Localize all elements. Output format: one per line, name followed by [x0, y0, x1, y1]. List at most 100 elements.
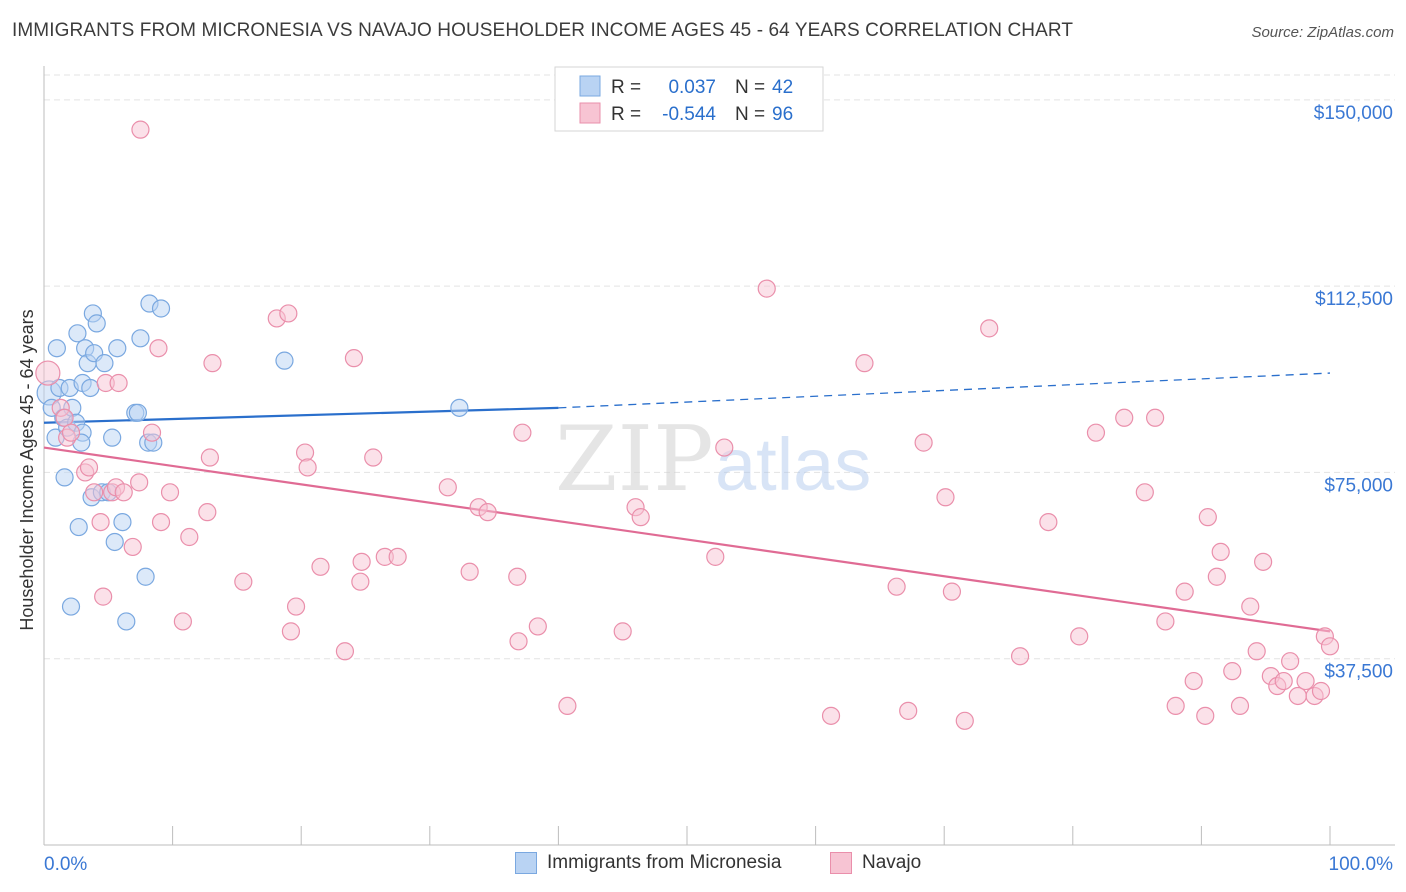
navajo-point [1288, 686, 1307, 706]
watermark-zip: ZIP [555, 407, 714, 512]
navajo-point [821, 706, 841, 725]
navajo-point [91, 512, 110, 532]
micronesia-point [61, 597, 81, 616]
navajo-point [1156, 612, 1175, 631]
navajo-point [478, 503, 497, 522]
y-tick-label: $150,000 [1314, 103, 1393, 124]
micronesia-trend-line [43, 406, 559, 424]
legend-n-value: 42 [772, 77, 793, 98]
navajo-point [1207, 567, 1226, 586]
navajo-point [200, 448, 219, 467]
legend-swatch-blue [515, 852, 537, 874]
navajo-point [85, 483, 104, 502]
navajo-point [298, 458, 317, 477]
navajo-point [715, 438, 734, 457]
chart-title: IMMIGRANTS FROM MICRONESIA VS NAVAJO HOU… [12, 20, 1074, 41]
navajo-point [1146, 408, 1165, 427]
legend-swatch-blue [579, 75, 601, 97]
navajo-point [286, 597, 306, 616]
navajo-point [1230, 696, 1250, 716]
navajo-point [151, 512, 171, 532]
grid-lines [44, 74, 1395, 660]
legend-top: R = 0.037 N = 42 R = -0.544 N = 96 [554, 66, 824, 132]
navajo-point [114, 483, 133, 502]
navajo-point [1241, 597, 1260, 616]
micronesia-point [113, 512, 132, 532]
navajo-point [631, 508, 650, 527]
legend-n-value: 96 [772, 104, 793, 125]
navajo-point [281, 622, 301, 641]
data-points [35, 120, 1340, 730]
x-tick-label: 0.0% [44, 854, 87, 875]
legend-n-label: N = [735, 104, 765, 125]
legend-swatch-pink [830, 852, 852, 874]
navajo-point [1247, 642, 1266, 661]
micronesia-point [450, 398, 469, 417]
navajo-point [335, 642, 355, 661]
micronesia-point [68, 324, 87, 343]
navajo-point [79, 458, 99, 477]
navajo-point [1281, 652, 1300, 671]
navajo-point [94, 587, 113, 606]
navajo-point [899, 701, 918, 720]
micronesia-point [103, 428, 122, 447]
navajo-point [1198, 508, 1217, 527]
navajo-point [1070, 627, 1089, 646]
navajo-point [61, 423, 81, 442]
navajo-point [980, 319, 999, 338]
navajo-point [234, 572, 253, 591]
navajo-point [914, 433, 933, 452]
legend-label: Immigrants from Micronesia [547, 852, 782, 873]
navajo-point [508, 567, 527, 586]
y-tick-label: $112,500 [1315, 289, 1393, 310]
navajo-point [1175, 582, 1194, 601]
navajo-point [173, 612, 192, 631]
legend-r-label: R = [611, 77, 641, 98]
legend-r-value: 0.037 [668, 77, 716, 98]
navajo-point [460, 562, 479, 581]
legend-r-value: -0.544 [662, 104, 716, 125]
micronesia-point [69, 517, 88, 537]
navajo-point [855, 354, 874, 373]
navajo-point [942, 582, 962, 601]
legend-n-label: N = [735, 77, 765, 98]
navajo-point [35, 360, 61, 386]
navajo-point [438, 478, 457, 497]
navajo-point [757, 279, 776, 298]
navajo-point [887, 577, 906, 596]
navajo-point [351, 572, 370, 591]
navajo-point [160, 483, 180, 502]
navajo-point [1311, 681, 1331, 701]
legend-item-navajo[interactable]: Navajo [830, 852, 921, 874]
navajo-point [130, 473, 149, 492]
micronesia-point [105, 532, 124, 552]
navajo-point [1274, 671, 1293, 691]
navajo-point [513, 423, 532, 442]
x-tick-label: 100.0% [1329, 854, 1394, 875]
micronesia-point [47, 339, 66, 358]
navajo-point [1184, 671, 1203, 691]
navajo-trend-line [43, 446, 1331, 633]
micronesia-point [128, 403, 147, 422]
navajo-point [1086, 423, 1106, 442]
y-tick-label: $75,000 [1324, 475, 1393, 496]
navajo-point [123, 537, 142, 557]
micronesia-point [151, 299, 171, 318]
navajo-point [1320, 637, 1340, 656]
micronesia-point [95, 354, 114, 373]
navajo-point [364, 448, 383, 467]
y-axis-label: Householder Income Ages 45 - 64 years [17, 309, 37, 630]
navajo-point [1010, 647, 1030, 666]
navajo-point [279, 304, 298, 323]
legend-item-micronesia[interactable]: Immigrants from Micronesia [515, 852, 781, 874]
axis-labels: $37,500 $75,000 $112,500 $150,000 0.0% 100.0%… [17, 103, 1393, 875]
navajo-point [131, 120, 150, 139]
legend-swatch-pink [579, 102, 601, 124]
legend-bottom: Immigrants from Micronesia Navajo [0, 850, 1406, 880]
navajo-point [109, 373, 128, 393]
micronesia-point [108, 339, 127, 358]
navajo-point [706, 547, 725, 566]
navajo-point [509, 632, 528, 651]
micronesia-point [131, 329, 150, 348]
micronesia-point [87, 314, 106, 333]
